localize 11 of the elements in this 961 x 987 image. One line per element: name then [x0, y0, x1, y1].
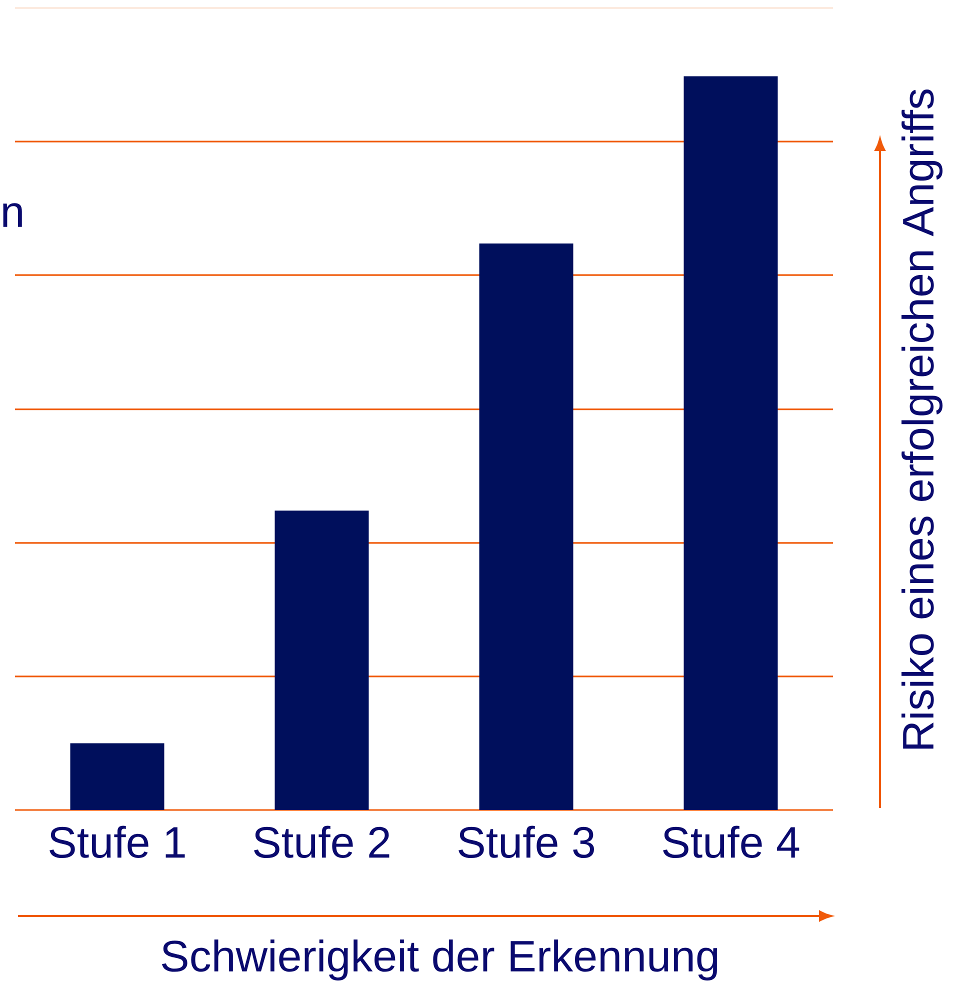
x-tick-label: Stufe 4 — [663, 826, 800, 858]
bar — [70, 743, 164, 810]
x-tick-label: Stufe 2 — [254, 826, 390, 858]
annotation: n — [3, 203, 22, 227]
bar — [479, 244, 574, 810]
x-tick-label: Stufe 1 — [50, 826, 185, 858]
x-tick-label: Stufe 3 — [458, 826, 594, 858]
y-axis-title: Risiko eines erfolgreichen Angriffs — [901, 89, 943, 749]
bar — [684, 76, 778, 810]
bar — [274, 510, 369, 810]
x-axis-title: Schwierigkeit der Erkennung — [162, 939, 718, 981]
